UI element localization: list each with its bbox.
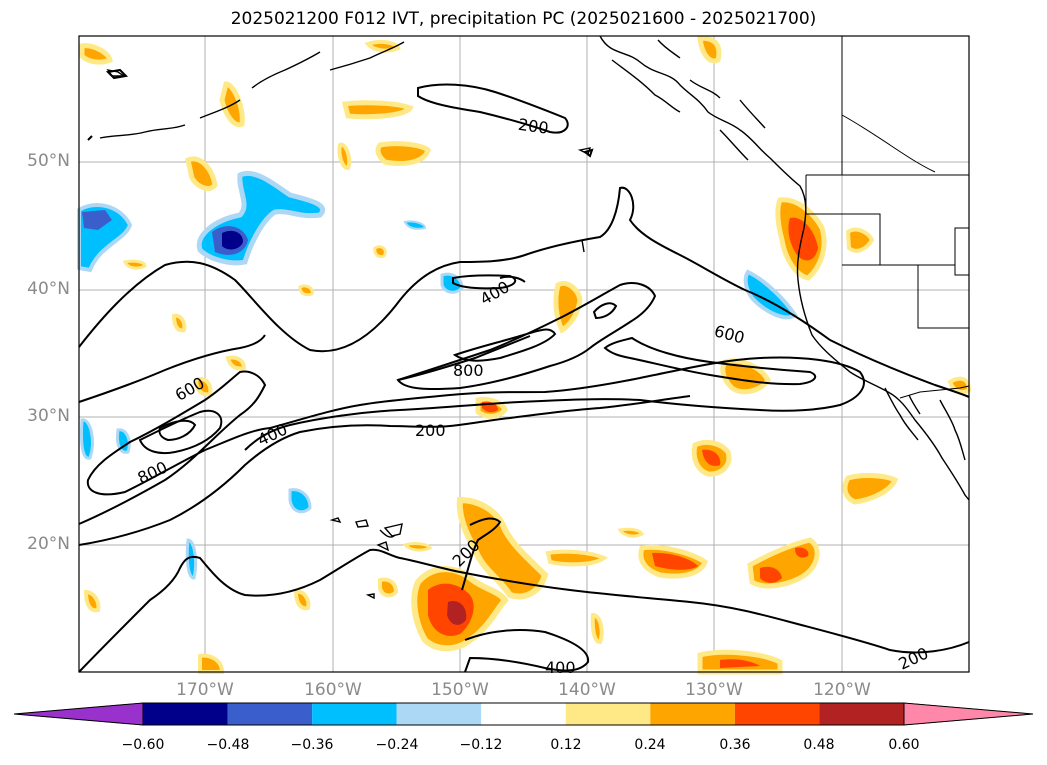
precip-blob: [122, 259, 147, 270]
lon-label: 150°W: [431, 680, 489, 700]
lon-label: 140°W: [558, 680, 616, 700]
precip-blob: [171, 313, 187, 333]
lon-label: 160°W: [304, 680, 362, 700]
lon-label: 130°W: [685, 680, 743, 700]
precip-blob: [83, 589, 101, 613]
colorbar-tick: 0.12: [550, 737, 582, 753]
precip-blob: [845, 227, 875, 253]
ivt-contours: [78, 68, 970, 673]
precip-blob: [222, 230, 243, 250]
colorbar-segment: [396, 703, 482, 725]
precip-blob: [743, 269, 798, 320]
precip-blob: [652, 552, 698, 570]
precip-blob: [590, 612, 604, 645]
precip-blob: [298, 284, 314, 297]
precip-blob: [702, 449, 721, 466]
colorbar-segment: [481, 703, 566, 725]
precip-blob: [842, 473, 899, 505]
colorbar-extend-max: [903, 702, 1034, 726]
precip-blob: [185, 538, 198, 580]
precip-blob: [947, 376, 972, 394]
precip-blob: [447, 600, 467, 625]
precip-blob: [193, 377, 213, 397]
map-title: 2025021200 F012 IVT, precipitation PC (2…: [230, 9, 817, 29]
precip-fill-layer: [77, 35, 972, 675]
contour-label: 200: [415, 421, 446, 440]
lat-label: 40°N: [27, 279, 70, 299]
colorbar-segment: [227, 703, 313, 725]
precip-blob: [288, 488, 312, 514]
precip-blob: [795, 547, 809, 558]
precip-blob: [697, 35, 722, 64]
colorbar-tick: 0.36: [719, 737, 751, 753]
contour-label: 800: [453, 361, 484, 380]
colorbar-tick: −0.24: [375, 737, 419, 753]
precip-blob: [545, 549, 608, 567]
colorbar-segment: [565, 703, 651, 725]
colorbar-tick: 0.60: [888, 737, 920, 753]
precip-blob: [80, 418, 94, 460]
lon-label: 120°W: [813, 680, 871, 700]
precip-blob: [720, 659, 760, 668]
precip-blob: [402, 542, 433, 552]
colorbar-tick: −0.12: [459, 737, 503, 753]
colorbar-tick: −0.48: [206, 737, 250, 753]
political-borders: [805, 36, 970, 399]
colorbar-segment: [650, 703, 735, 725]
precip-blob: [341, 100, 414, 120]
precip-blob: [364, 39, 401, 53]
lat-label: 50°N: [27, 151, 70, 171]
colorbar-tick: −0.36: [290, 737, 334, 753]
precip-blob: [337, 142, 352, 171]
precip-blob: [375, 141, 431, 166]
colorbar-segment: [143, 703, 228, 725]
colorbar-tick: −0.60: [121, 737, 165, 753]
colorbar-tick: 0.24: [634, 737, 666, 753]
precip-blob: [403, 220, 427, 230]
colorbar-segment: [819, 703, 904, 725]
coastlines: [99, 35, 970, 600]
precip-blob: [720, 358, 771, 395]
precip-blob: [116, 428, 131, 454]
colorbar-tick: 0.48: [803, 737, 835, 753]
precip-blob: [617, 527, 645, 538]
precip-blob: [225, 355, 247, 371]
colorbar-segment: [312, 703, 397, 725]
contour-label: 400: [545, 658, 576, 677]
colorbar-segment: [734, 703, 820, 725]
lon-label: 170°W: [176, 680, 234, 700]
lat-label: 30°N: [27, 406, 70, 426]
precip-blob: [456, 496, 549, 600]
contour-label: 200: [517, 115, 550, 138]
lat-label: 20°N: [27, 534, 70, 554]
precip-blob: [760, 566, 782, 583]
precip-blob: [378, 577, 399, 598]
precip-blob: [293, 589, 311, 611]
precip-blob: [185, 156, 218, 191]
colorbar-extend-min: [13, 702, 144, 726]
precip-blob: [553, 281, 583, 334]
precip-blob: [788, 217, 818, 261]
precip-blob: [79, 43, 113, 65]
precip-blob: [373, 245, 387, 258]
precip-blob: [82, 210, 112, 230]
map-panel: 200 400 600 800 600 800 400 200 200 400 …: [77, 35, 972, 677]
